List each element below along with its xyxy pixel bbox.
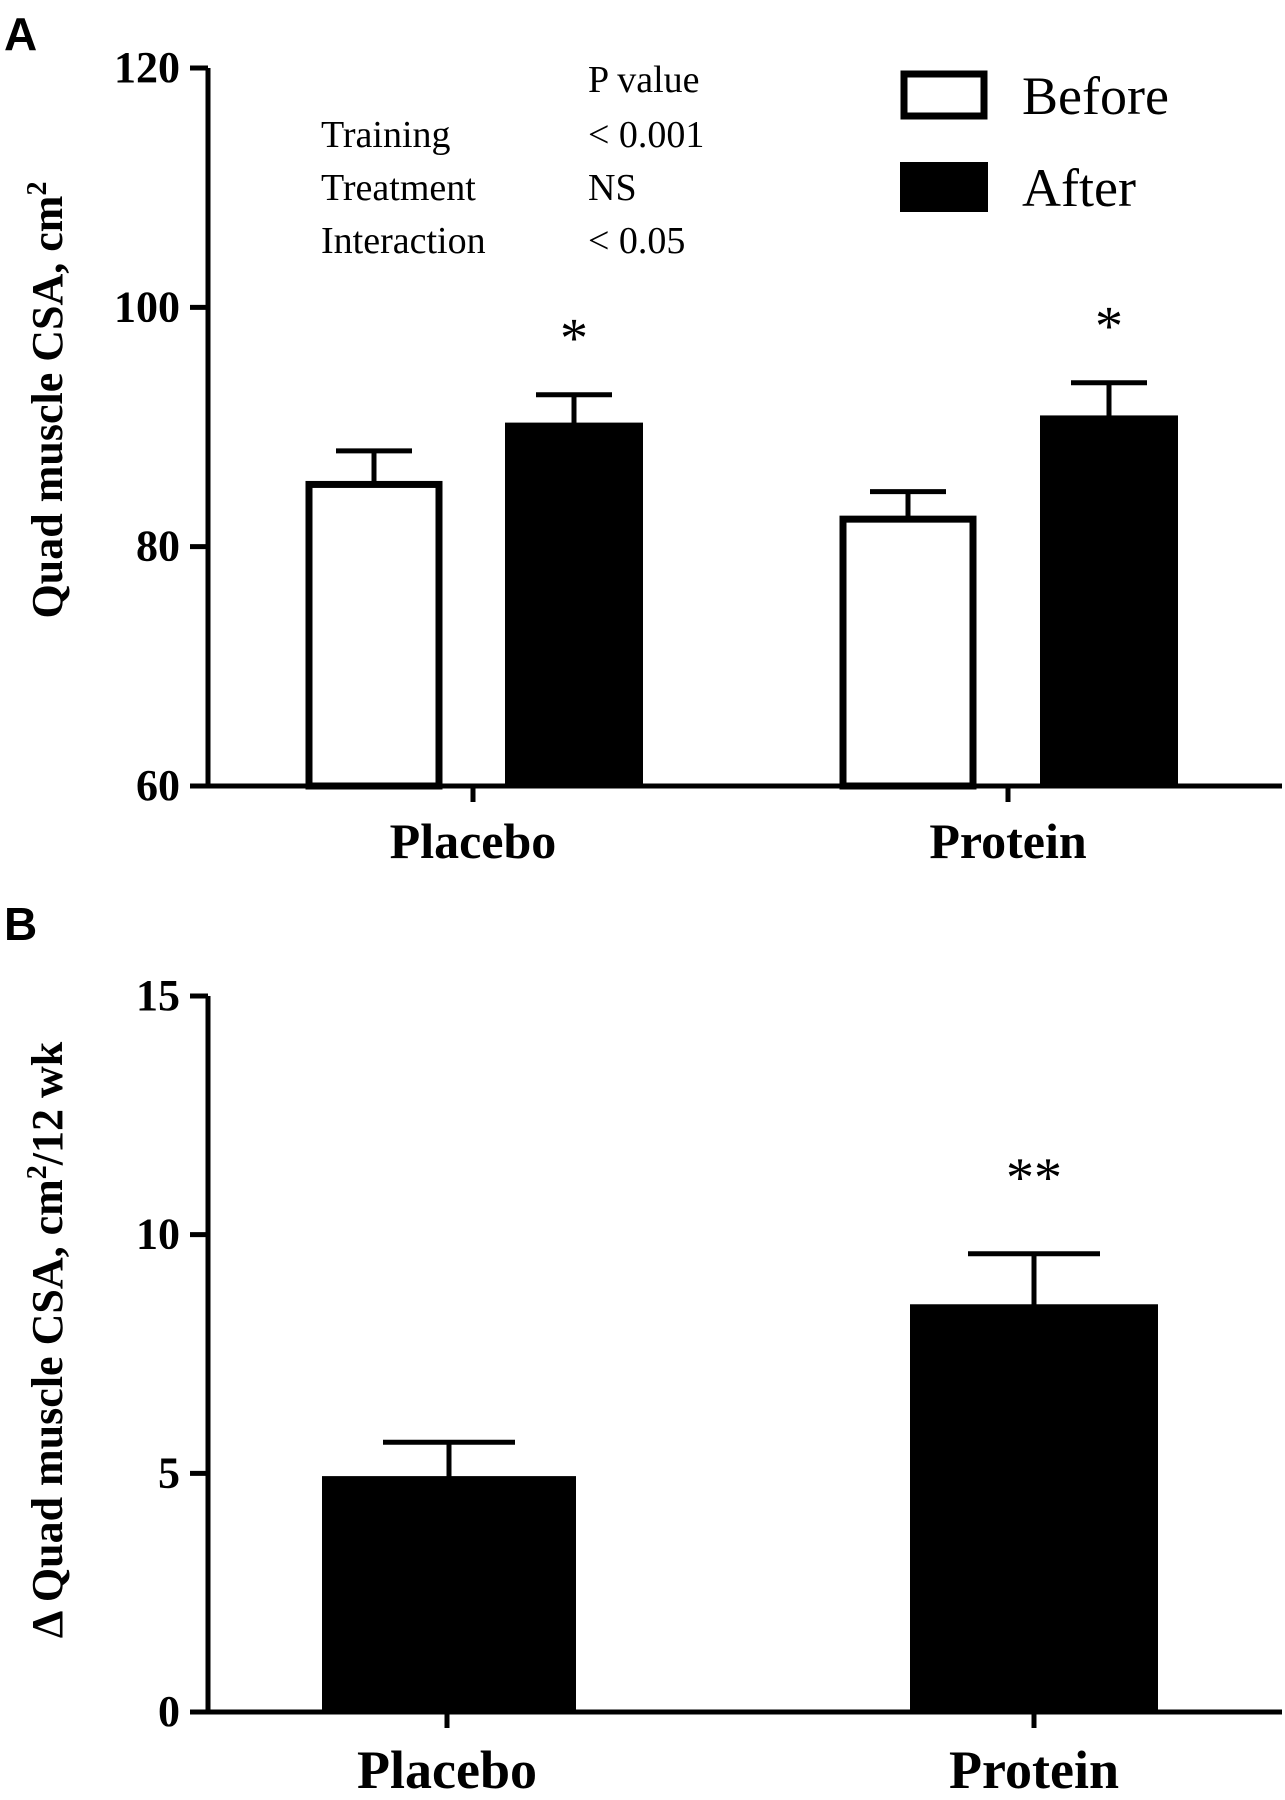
stats-row-value: NS: [588, 167, 637, 209]
stats-row-label: Interaction: [321, 220, 486, 262]
legend-label-after: After: [1022, 158, 1136, 218]
significance-marker: **: [1006, 1147, 1062, 1209]
panel-a-letter: A: [4, 8, 37, 60]
bar-before: [305, 480, 443, 790]
panel-a-y-axis-label-sup: 2: [22, 182, 53, 196]
y-tick-label: 15: [136, 971, 180, 1020]
legend-label-before: Before: [1022, 66, 1169, 126]
legend-swatch-after: [900, 162, 988, 212]
panel-b-y-axis-label: Δ Quad muscle CSA, cm2/12 wk: [22, 1041, 72, 1638]
x-tick-label: Protein: [949, 1740, 1119, 1800]
svg-text:Δ Quad muscle CSA, cm2/12 wk: Δ Quad muscle CSA, cm2/12 wk: [22, 1041, 72, 1638]
y-tick-label: 80: [136, 522, 180, 571]
x-tick-label: Placebo: [357, 1740, 537, 1800]
panel-a: A Quad muscle CSA, cm2 P value Training …: [4, 8, 1282, 869]
legend: Before After: [900, 66, 1169, 218]
y-tick-label: 0: [158, 1687, 180, 1736]
y-tick-label: 60: [136, 761, 180, 810]
bar: [910, 1304, 1158, 1712]
stats-row-label: Treatment: [321, 167, 476, 209]
stats-row-label: Training: [321, 114, 451, 156]
panel-b-y-axis-label-prefix: Δ Quad muscle CSA, cm: [23, 1179, 72, 1638]
panel-a-y-axis-label: Quad muscle CSA, cm2: [22, 182, 72, 619]
y-tick-label: 10: [136, 1210, 180, 1259]
panel-b-plot: 0 5 10 15 Placebo Protein **: [136, 971, 1282, 1800]
bar-before: [839, 515, 977, 790]
legend-swatch-before: [900, 70, 988, 120]
stats-row-value: < 0.05: [588, 220, 685, 262]
x-tick-label: Protein: [929, 813, 1087, 869]
panel-b-letter: B: [4, 898, 37, 950]
stats-row-value: < 0.001: [588, 114, 704, 156]
stats-table: P value Training < 0.001 Treatment NS In…: [321, 59, 704, 262]
bar-after: [505, 422, 643, 786]
panel-b: B Δ Quad muscle CSA, cm2/12 wk 0 5 10 15 Pla…: [4, 898, 1282, 1800]
panel-b-y-axis-label-suffix: /12 wk: [23, 1041, 72, 1166]
bar-after: [1040, 415, 1178, 786]
bar: [322, 1476, 576, 1712]
stats-table-header: P value: [588, 59, 700, 101]
significance-marker: *: [560, 308, 588, 370]
y-tick-label: 5: [158, 1448, 180, 1497]
y-tick-label: 120: [114, 43, 180, 92]
panel-b-y-axis-label-sup: 2: [22, 1165, 53, 1179]
panel-a-y-axis-label-text: Quad muscle CSA, cm: [23, 196, 72, 619]
svg-text:Quad muscle CSA, cm2: Quad muscle CSA, cm2: [22, 182, 72, 619]
significance-marker: *: [1095, 296, 1123, 358]
y-tick-label: 100: [114, 282, 180, 331]
panel-a-plot: 60 80 100 120 Placebo * Protein *: [114, 43, 1282, 869]
x-tick-label: Placebo: [390, 813, 557, 869]
